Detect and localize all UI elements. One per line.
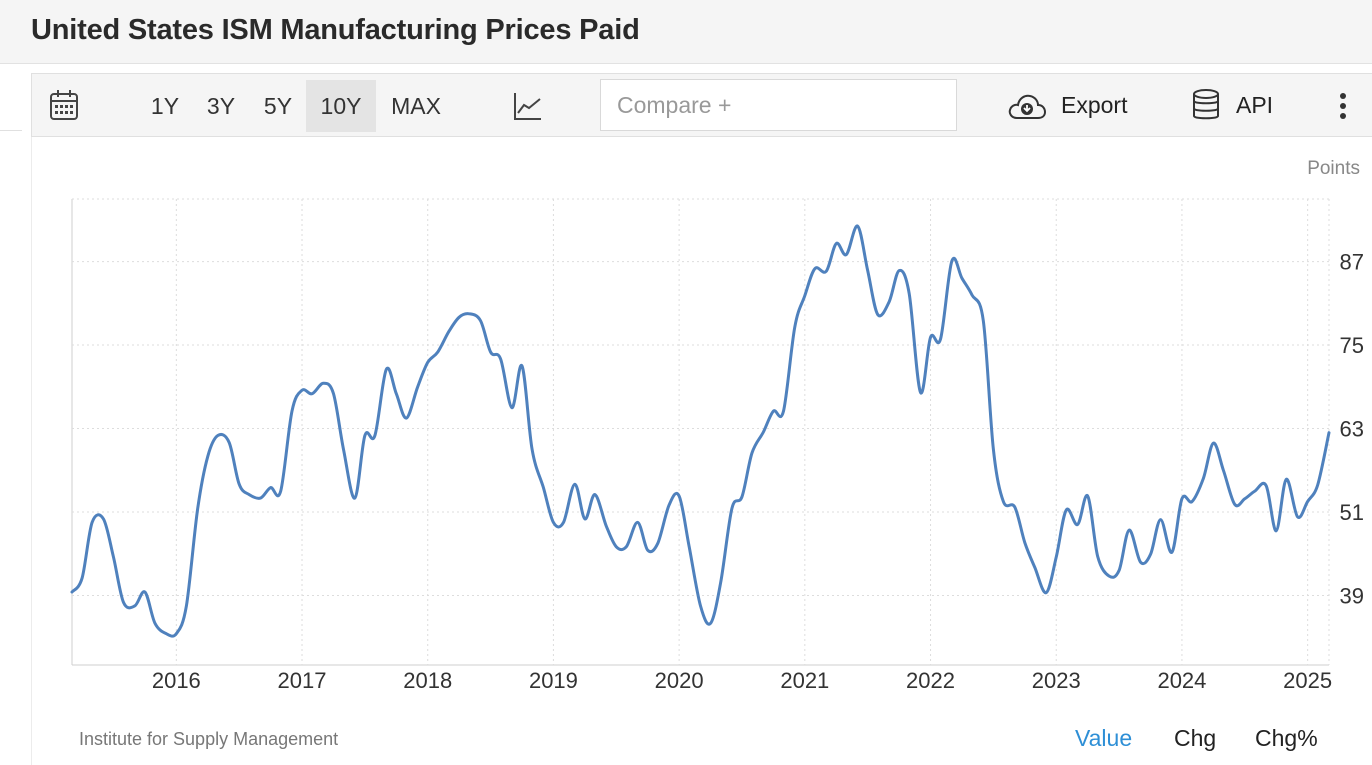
y-tick-label: 51 xyxy=(1340,500,1364,525)
x-tick-label: 2018 xyxy=(403,668,452,693)
y-tick-label: 87 xyxy=(1340,250,1364,275)
y-tick-label: 75 xyxy=(1340,333,1364,358)
more-vertical-icon[interactable] xyxy=(1338,92,1348,125)
range-1y-button[interactable]: 1Y xyxy=(150,93,180,119)
x-tick-label: 2023 xyxy=(1032,668,1081,693)
database-icon[interactable] xyxy=(1191,88,1221,127)
x-tick-label: 2020 xyxy=(655,668,704,693)
divider xyxy=(0,130,22,131)
x-tick-label: 2025 xyxy=(1283,668,1332,693)
tab-chg-percent[interactable]: Chg% xyxy=(1255,725,1318,751)
line-chart-icon[interactable] xyxy=(513,91,543,126)
x-tick-label: 2016 xyxy=(152,668,201,693)
x-tick-label: 2019 xyxy=(529,668,578,693)
tab-chg[interactable]: Chg xyxy=(1174,725,1217,751)
line-chart: 39 51 63 75 87 2016 2017 2018 2019 2020 2021 2022 20… xyxy=(70,158,1364,693)
range-max-button[interactable]: MAX xyxy=(391,93,441,119)
chart-area: 39 51 63 75 87 2016 2017 2018 2019 2020 2021 2022 20… xyxy=(31,137,1372,765)
range-5y-button[interactable]: 5Y xyxy=(263,93,293,119)
x-tick-label: 2024 xyxy=(1157,668,1206,693)
x-tick-label: 2021 xyxy=(780,668,829,693)
x-tick-label: 2022 xyxy=(906,668,955,693)
tab-value[interactable]: Value xyxy=(1075,725,1133,751)
source-label: Institute for Supply Management xyxy=(79,729,339,749)
chart-toolbar: 1Y 3Y 5Y 10Y MAX Compare + Export API xyxy=(31,73,1372,137)
unit-label: Points xyxy=(1307,158,1360,179)
calendar-icon[interactable] xyxy=(49,89,79,126)
range-10y-button[interactable]: 10Y xyxy=(306,80,376,132)
export-button[interactable]: Export xyxy=(1061,92,1128,118)
api-button[interactable]: API xyxy=(1236,92,1274,118)
y-tick-label: 39 xyxy=(1340,583,1364,608)
compare-input[interactable]: Compare + xyxy=(600,79,957,131)
cloud-download-icon[interactable] xyxy=(1007,91,1047,126)
y-tick-label: 63 xyxy=(1340,417,1364,442)
x-tick-label: 2017 xyxy=(278,668,327,693)
series-line xyxy=(70,224,1331,638)
title-bar: United States ISM Manufacturing Prices P… xyxy=(0,0,1372,64)
page-title: United States ISM Manufacturing Prices P… xyxy=(31,14,640,46)
range-3y-button[interactable]: 3Y xyxy=(206,93,236,119)
